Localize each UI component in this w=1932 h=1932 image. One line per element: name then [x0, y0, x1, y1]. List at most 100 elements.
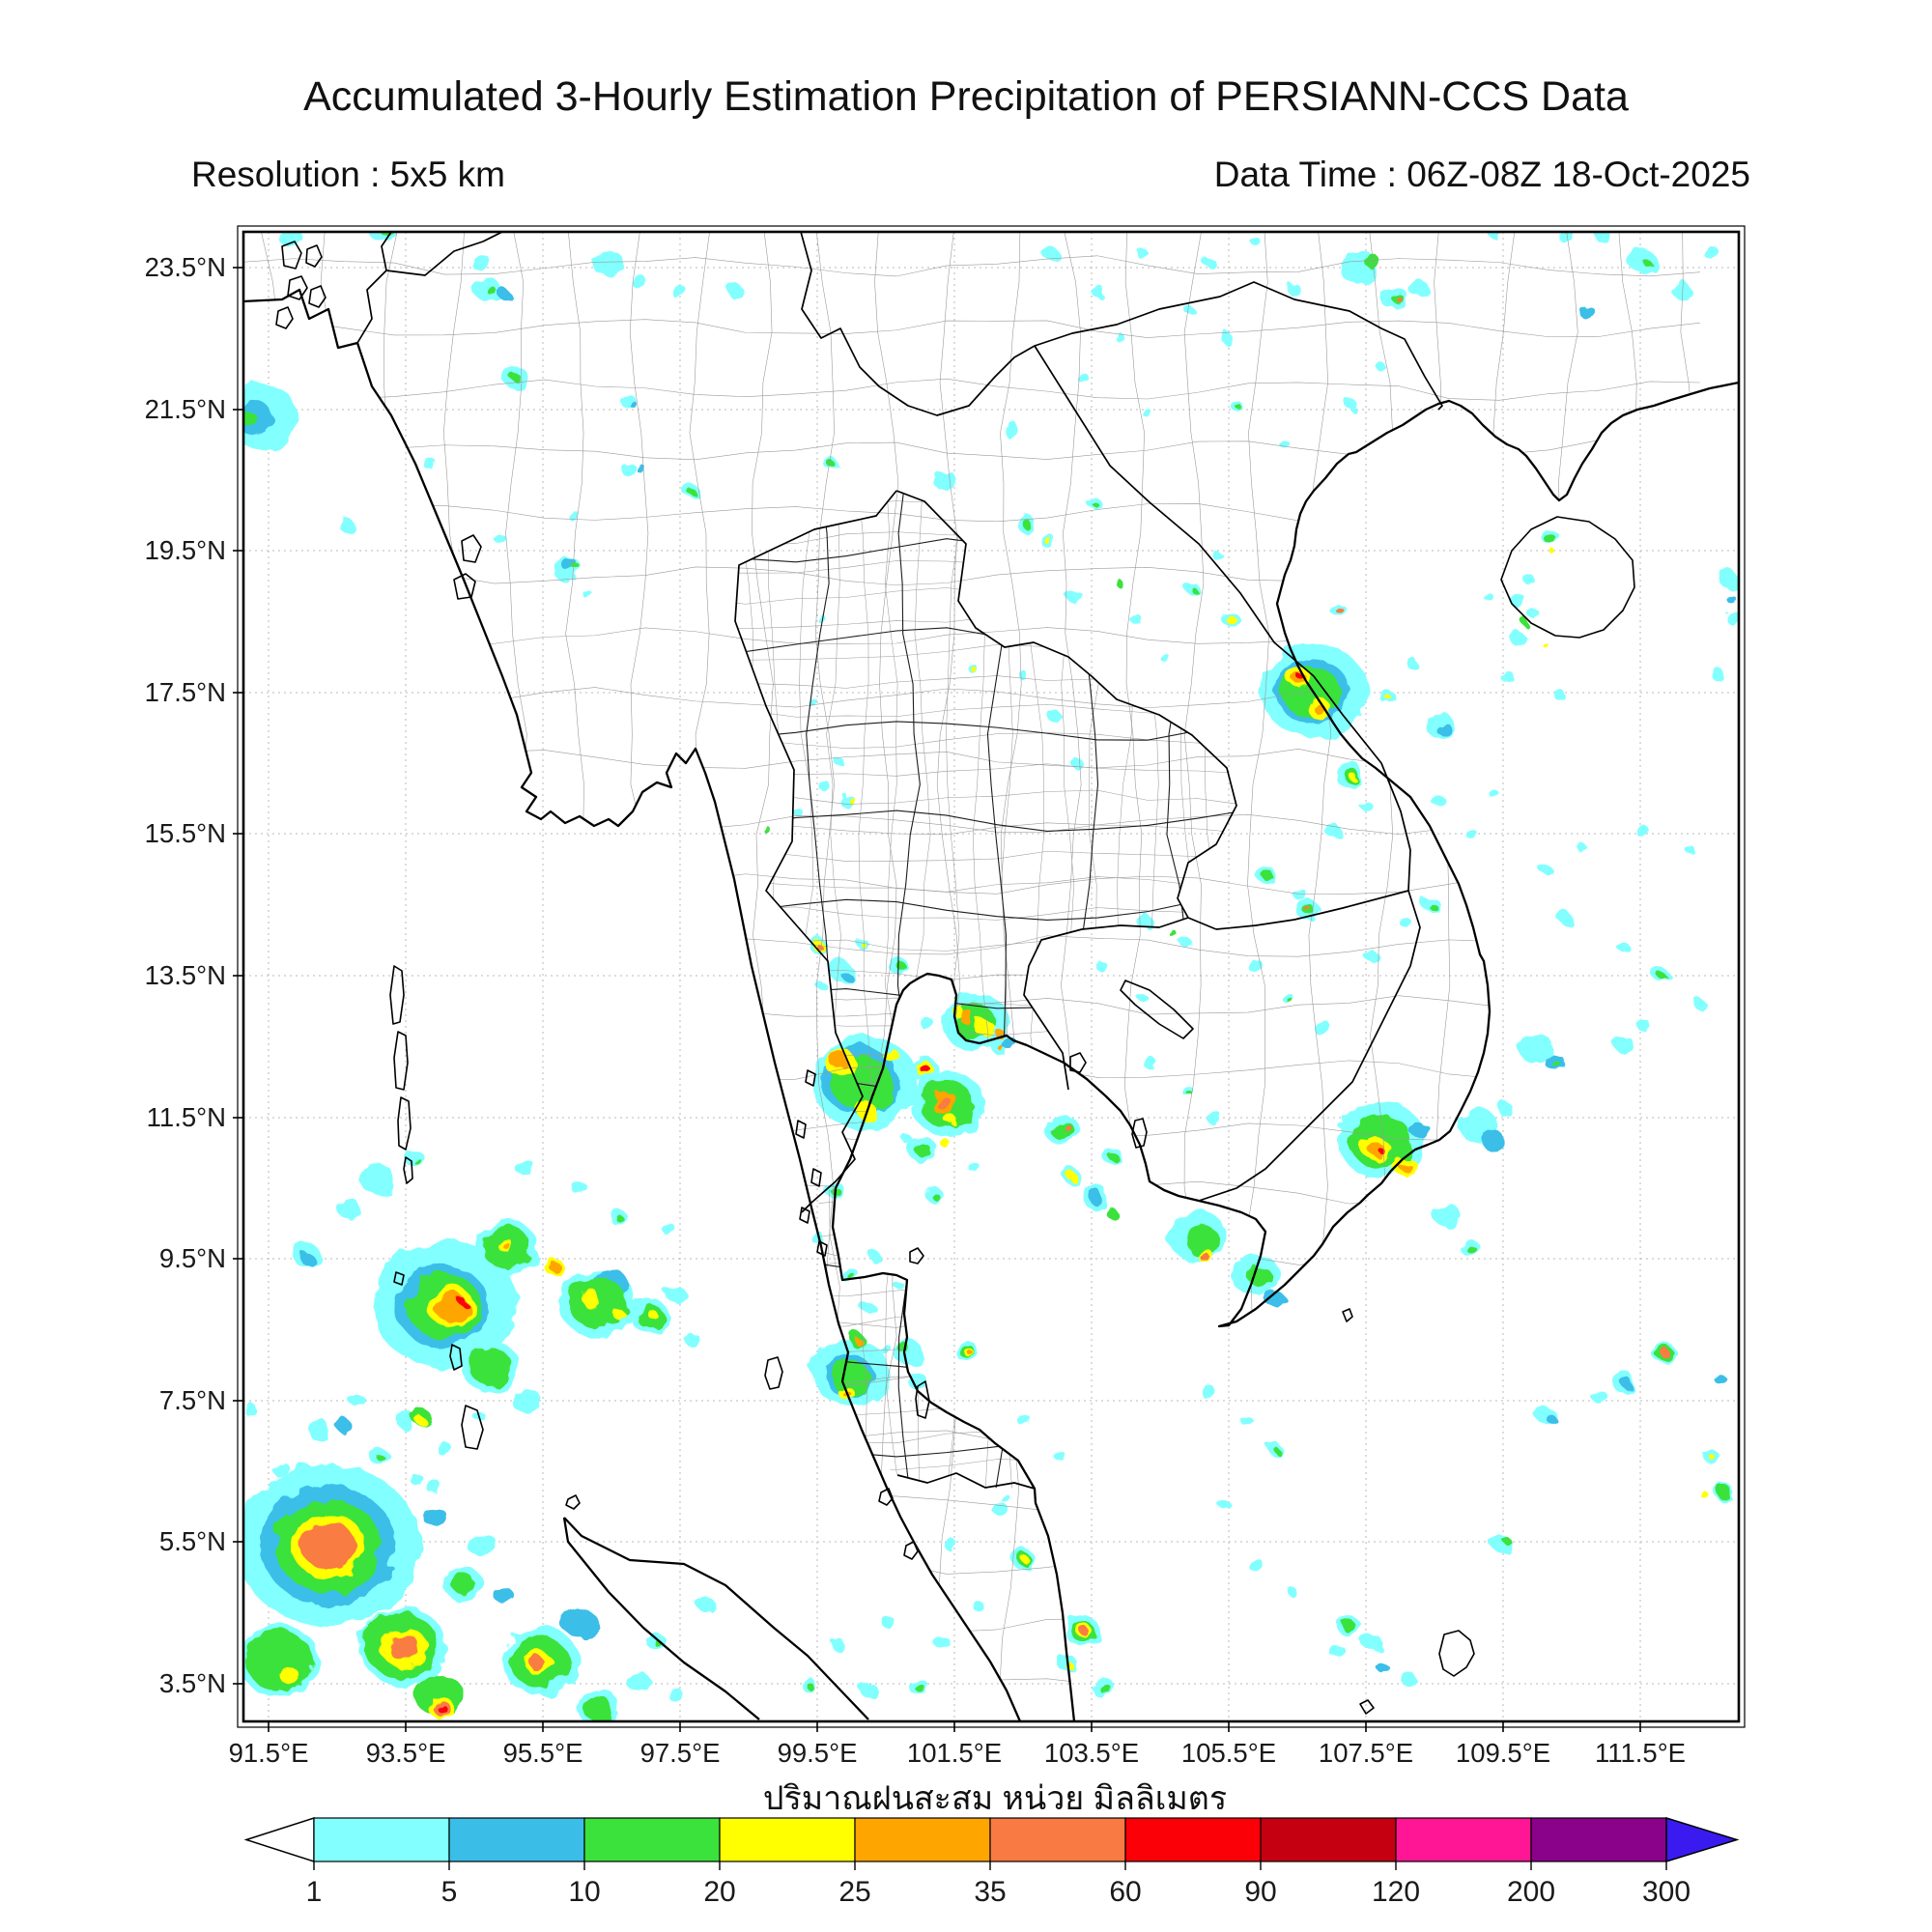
precip-cell	[970, 1163, 981, 1175]
precip-cell	[946, 1115, 957, 1126]
precip-cell	[1330, 1644, 1346, 1660]
precip-cell	[922, 1065, 931, 1075]
precip-cell	[1251, 237, 1261, 246]
precip-cell	[726, 282, 742, 298]
precip-cell	[1023, 1557, 1031, 1565]
precip-cell	[696, 1596, 714, 1611]
lon-tick-label: 101.5°E	[907, 1738, 1002, 1768]
precip-cell	[1579, 845, 1589, 855]
precip-cell	[992, 1501, 1008, 1517]
precip-cell	[1288, 283, 1301, 297]
map-background	[243, 232, 1739, 1721]
lat-tick-label: 13.5°N	[145, 960, 226, 990]
precip-cell	[1579, 304, 1595, 320]
precip-cell	[380, 1457, 387, 1464]
precip-cell	[1117, 581, 1124, 588]
precip-cell	[1596, 232, 1611, 244]
precip-cell	[1550, 550, 1556, 555]
precip-cell	[414, 1158, 422, 1166]
precip-cell	[1192, 588, 1198, 594]
precip-cell	[1726, 594, 1736, 604]
precip-cell	[1045, 248, 1061, 264]
precip-cell	[917, 1144, 932, 1159]
precip-cell	[1530, 611, 1542, 622]
precip-cell	[1717, 1376, 1728, 1387]
precip-cell	[1591, 1388, 1606, 1404]
precip-cell	[1116, 333, 1125, 343]
colorbar-tick-label: 5	[441, 1876, 458, 1908]
precip-cell	[667, 1286, 686, 1303]
colorbar-segment	[1260, 1817, 1397, 1862]
precip-cell	[1236, 404, 1241, 410]
precip-cell	[1522, 619, 1530, 627]
precip-cell	[350, 1393, 365, 1408]
colorbar-tick-label: 60	[1109, 1876, 1141, 1908]
precip-cell	[839, 969, 849, 979]
precip-cell	[530, 1657, 546, 1672]
precip-cell	[517, 1160, 536, 1178]
precip-cell	[1134, 245, 1146, 257]
precip-cell	[359, 1163, 394, 1194]
precip-cell	[512, 1387, 541, 1414]
precip-cell	[1262, 869, 1273, 881]
precip-cell	[548, 1260, 559, 1271]
precip-cell	[1686, 845, 1695, 855]
precip-cell	[1709, 1454, 1715, 1460]
colorbar-tick-label: 25	[838, 1876, 870, 1908]
lat-tick-label: 11.5°N	[147, 1102, 226, 1132]
precip-cell	[1051, 1120, 1074, 1141]
colorbar-segment	[1124, 1817, 1262, 1862]
precip-cell	[1617, 941, 1629, 952]
precip-cell	[301, 1521, 355, 1570]
precip-cell	[860, 941, 866, 947]
precip-cell	[1380, 1150, 1386, 1155]
precip-cell	[246, 1632, 314, 1691]
colorbar: 1 5 10 20 25 35 60 90 120 200 300	[243, 1816, 1740, 1908]
precip-cell	[1265, 1291, 1285, 1308]
colorbar-segment	[1530, 1817, 1667, 1862]
precip-cell	[1635, 824, 1649, 838]
precip-cell	[894, 1339, 923, 1366]
precip-cell	[894, 1280, 903, 1290]
precip-cell	[1660, 974, 1667, 981]
precip-cell	[915, 1683, 924, 1692]
precip-cell	[1315, 1021, 1332, 1037]
precip-cell	[828, 461, 836, 469]
precip-cell	[1483, 591, 1492, 601]
precip-cell	[1248, 958, 1264, 974]
lat-tick-label: 9.5°N	[159, 1243, 226, 1273]
precip-cell	[645, 1307, 655, 1317]
precip-cell	[881, 1045, 896, 1061]
precip-cell	[1719, 571, 1739, 588]
lon-tick-label: 103.5°E	[1044, 1738, 1139, 1768]
precip-cell	[829, 1051, 848, 1068]
lon-tick-label: 99.5°E	[778, 1738, 858, 1768]
precip-cell	[1200, 1383, 1215, 1399]
precip-cell	[510, 372, 520, 382]
precip-cell	[1428, 901, 1435, 909]
lon-tick-label: 105.5°E	[1181, 1738, 1276, 1768]
precip-cell	[630, 272, 645, 288]
precip-cell	[1509, 630, 1524, 645]
country-borders	[356, 232, 1443, 1490]
precip-cell	[1726, 611, 1739, 626]
precip-cell	[1488, 787, 1497, 797]
precip-cell	[486, 285, 496, 295]
precip-cell	[1336, 607, 1344, 614]
colorbar-tick-label: 200	[1507, 1876, 1555, 1908]
precip-cell	[1671, 281, 1690, 298]
precip-cell	[1553, 1061, 1561, 1068]
precip-cell	[1076, 371, 1088, 383]
precip-cell	[1044, 537, 1052, 545]
precip-cell	[1613, 1035, 1633, 1052]
colorbar-tick-label: 300	[1642, 1876, 1690, 1908]
precip-cell	[1268, 1442, 1282, 1456]
lat-tick-label: 17.5°N	[145, 677, 226, 707]
precip-cell	[435, 1293, 468, 1321]
precip-cell	[271, 1461, 289, 1476]
precip-cell	[1225, 613, 1235, 623]
lon-tick-label: 93.5°E	[366, 1738, 446, 1768]
precip-cell	[1433, 795, 1446, 809]
precip-cell	[580, 586, 589, 596]
precip-cell	[280, 1667, 299, 1685]
